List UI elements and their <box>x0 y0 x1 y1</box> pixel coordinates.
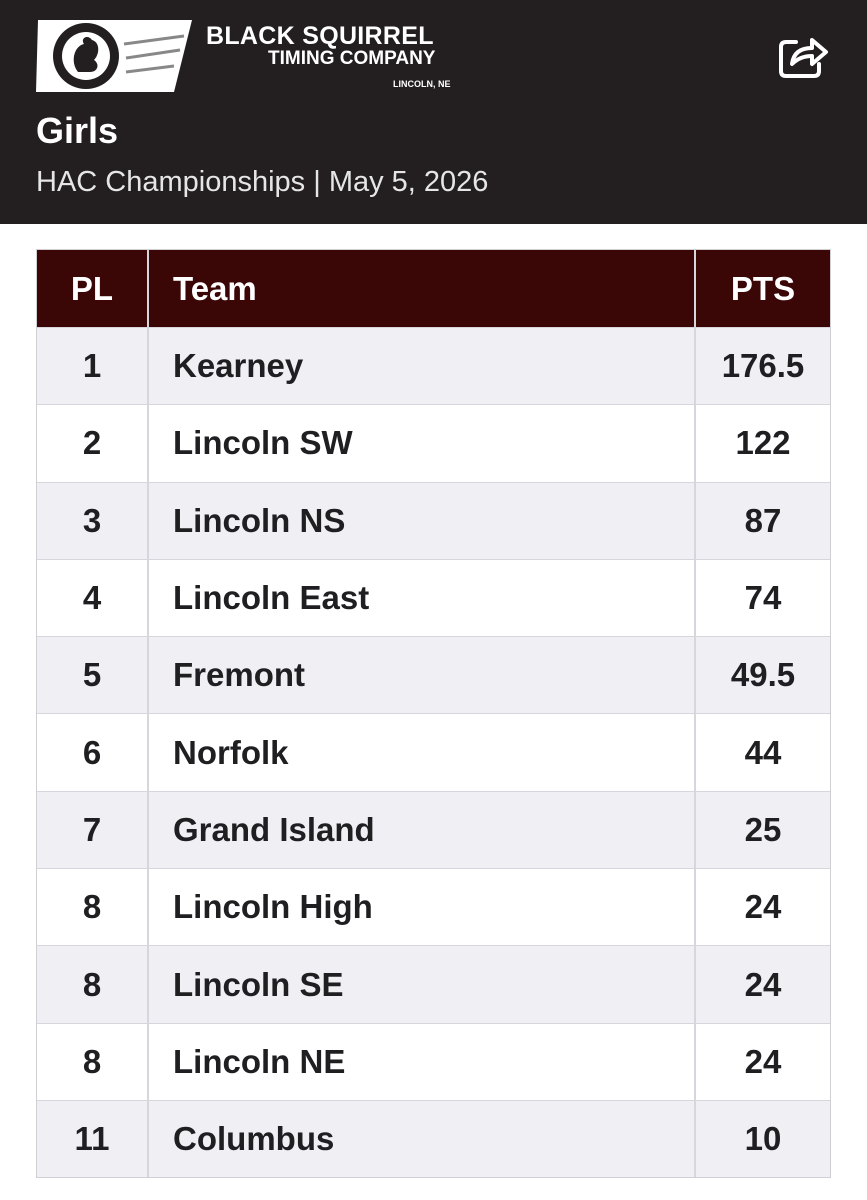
column-header: Team <box>149 250 696 327</box>
place-cell: 5 <box>37 637 149 714</box>
place-cell: 4 <box>37 559 149 637</box>
team-cell: Fremont <box>149 637 696 714</box>
points-cell: 74 <box>744 579 782 617</box>
team-cell: Lincoln SW <box>149 405 696 482</box>
column-header: PL <box>37 250 149 327</box>
team-cell: Columbus <box>149 1100 696 1178</box>
share-button[interactable] <box>776 28 830 82</box>
place-cell: 7 <box>37 791 149 869</box>
column-header: PTS <box>730 269 796 307</box>
table-row: 8 Lincoln High 24 <box>37 868 830 946</box>
team-cell: Kearney <box>149 328 696 405</box>
place-cell: 2 <box>37 405 149 482</box>
points-cell: 49.5 <box>730 656 796 694</box>
table-header: PL Team PTS <box>37 250 830 327</box>
logo <box>36 20 192 92</box>
table-row: 1 Kearney 176.5 <box>37 327 830 405</box>
table-row: 11 Columbus 10 <box>37 1099 830 1178</box>
points-cell: 24 <box>744 888 782 926</box>
points-cell: 87 <box>744 501 782 539</box>
page-title: Girls <box>36 110 119 151</box>
brand-subname: TIMING COMPANY <box>268 48 436 69</box>
team-cell: Lincoln NS <box>149 482 696 559</box>
place-cell: 11 <box>37 1100 149 1178</box>
points-cell: 122 <box>735 424 791 462</box>
table-row: 7 Grand Island 25 <box>37 790 830 869</box>
points-cell: 24 <box>744 1042 782 1080</box>
team-cell: Lincoln East <box>149 559 696 637</box>
points-cell: 10 <box>744 1120 782 1158</box>
place-cell: 8 <box>37 869 149 946</box>
place-cell: 1 <box>37 328 149 405</box>
team-cell: Norfolk <box>149 714 696 791</box>
table-row: 2 Lincoln SW 122 <box>37 404 830 482</box>
points-cell: 25 <box>744 810 782 848</box>
table-row: 8 Lincoln NE 24 <box>37 1022 830 1100</box>
brand-location: LINCOLN, NE <box>393 79 451 89</box>
table-row: 5 Fremont 49.5 <box>37 636 830 714</box>
table-row: 3 Lincoln NS 87 <box>37 481 830 559</box>
points-cell: 176.5 <box>721 347 805 385</box>
team-cell: Grand Island <box>149 791 696 869</box>
place-cell: 3 <box>37 482 149 559</box>
points-cell: 44 <box>744 733 782 771</box>
place-cell: 8 <box>37 1023 149 1100</box>
table-row: 8 Lincoln SE 24 <box>37 945 830 1023</box>
results-table: PL Team PTS 1 Kearney 176.5 2 Lincoln SW 122 3… <box>36 249 831 1179</box>
team-cell: Lincoln NE <box>149 1023 696 1100</box>
team-cell: Lincoln High <box>149 869 696 946</box>
table-row: 6 Norfolk 44 <box>37 713 830 791</box>
place-cell: 8 <box>37 946 149 1023</box>
header-bar: BLACK SQUIRREL TIMING COMPANY LINCOLN, N… <box>0 0 867 224</box>
page-subtitle: HAC Championships | May 5, 2026 <box>36 166 489 198</box>
table-row: 4 Lincoln East 74 <box>37 558 830 637</box>
brand-name: BLACK SQUIRREL <box>206 22 434 50</box>
place-cell: 6 <box>37 714 149 791</box>
points-cell: 24 <box>744 965 782 1003</box>
team-cell: Lincoln SE <box>149 946 696 1023</box>
